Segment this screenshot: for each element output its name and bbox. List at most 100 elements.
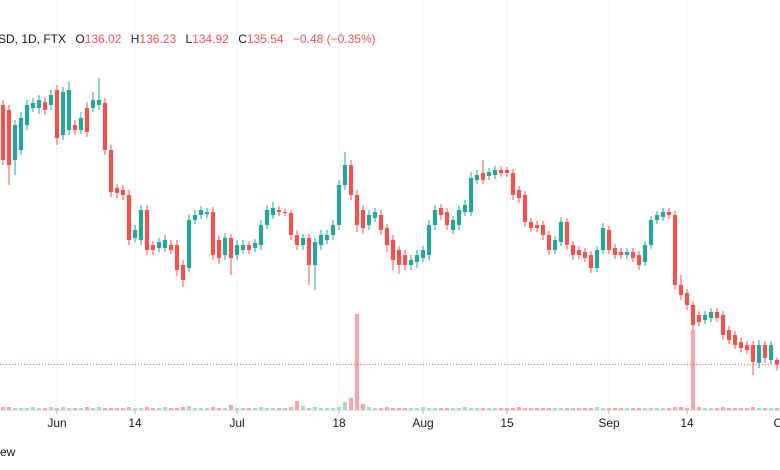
volume-bar [144, 407, 150, 410]
volume-bar [90, 408, 96, 410]
volume-bar [132, 408, 138, 410]
volume-bar [402, 408, 408, 410]
candle-body [588, 255, 594, 268]
volume-bar [456, 408, 462, 410]
volume-bar [300, 406, 306, 410]
candle-body [324, 235, 330, 240]
volume-bar [432, 408, 438, 410]
candle-body [150, 245, 156, 250]
volume-bar [120, 408, 126, 410]
volume-bar [186, 406, 192, 410]
candle-body [450, 220, 456, 230]
candle-body [258, 225, 264, 245]
candle-body [720, 315, 726, 335]
volume-bar [318, 408, 324, 410]
volume-bar [570, 408, 576, 410]
candle-body [270, 208, 276, 215]
volume-bar [642, 408, 648, 410]
volume-bar [720, 407, 726, 410]
volume-bar [342, 402, 348, 410]
candle-body [534, 225, 540, 228]
volume-bar [198, 408, 204, 410]
candle-body [42, 102, 48, 110]
candle-body [474, 175, 480, 180]
volume-bar [762, 408, 768, 410]
candle-body [558, 222, 564, 242]
candle-body [72, 125, 78, 130]
volume-bar [162, 407, 168, 410]
candle-body [504, 170, 510, 173]
candle-body [420, 250, 426, 258]
candle-body [234, 245, 240, 255]
candle-body [210, 212, 216, 255]
volume-bar [420, 407, 426, 410]
volume-bar [348, 398, 354, 410]
candle-body [618, 252, 624, 255]
volume-bar [390, 408, 396, 410]
candle-body [666, 212, 672, 215]
volume-bar [258, 407, 264, 410]
volume-bar [372, 408, 378, 410]
candle-body [138, 210, 144, 240]
candle-body [156, 242, 162, 248]
volume-bar [396, 408, 402, 410]
candle-body [714, 312, 720, 318]
candle-body [132, 230, 138, 238]
candle-body [168, 245, 174, 250]
candle-body [660, 212, 666, 217]
volume-bar [282, 408, 288, 410]
volume-bar [624, 408, 630, 410]
x-tick-label: Jun [47, 416, 66, 430]
candle-body [120, 190, 126, 195]
volume-bar [66, 408, 72, 410]
volume-bar [504, 408, 510, 410]
volume-bar [306, 408, 312, 410]
candle-body [360, 210, 366, 228]
candle-body [642, 245, 648, 262]
ohlc-label: H [130, 32, 140, 46]
volume-bar [636, 408, 642, 410]
candle-body [180, 265, 186, 280]
candle-body [390, 240, 396, 260]
volume-bar [72, 408, 78, 410]
x-tick-label: Oct [774, 416, 780, 430]
ohlc-label: L [185, 32, 193, 46]
candle-body [312, 242, 318, 265]
volume-bar [672, 407, 678, 410]
volume-bar [192, 408, 198, 410]
candle-body [582, 252, 588, 258]
volume-bar [474, 408, 480, 410]
x-tick-label: 15 [500, 416, 514, 430]
volume-bars [0, 314, 780, 410]
volume-bar [216, 408, 222, 410]
candle-body [684, 293, 690, 305]
candle-body [102, 103, 108, 150]
candle-body [492, 170, 498, 175]
volume-bar [546, 408, 552, 410]
volume-bar [612, 408, 618, 410]
candle-body [456, 210, 462, 225]
x-tick-label: Sep [598, 416, 620, 430]
volume-bar [78, 408, 84, 410]
volume-bar [738, 408, 744, 410]
volume-bar [252, 408, 258, 410]
candle-body [12, 125, 18, 160]
volume-bar [564, 408, 570, 410]
candle-body [366, 215, 372, 225]
candle-body [114, 188, 120, 193]
volume-bar [174, 408, 180, 410]
volume-bar [102, 408, 108, 410]
volume-bar [450, 408, 456, 410]
volume-bar [618, 408, 624, 410]
volume-bar [732, 408, 738, 410]
x-tick-label: Aug [412, 416, 433, 430]
volume-bar [510, 408, 516, 410]
candle-body [30, 103, 36, 108]
candle-body [516, 190, 522, 198]
candle-body [426, 225, 432, 255]
volume-bar [606, 408, 612, 410]
volume-bar [768, 408, 774, 410]
candle-body [60, 92, 66, 135]
candle-body [654, 215, 660, 220]
